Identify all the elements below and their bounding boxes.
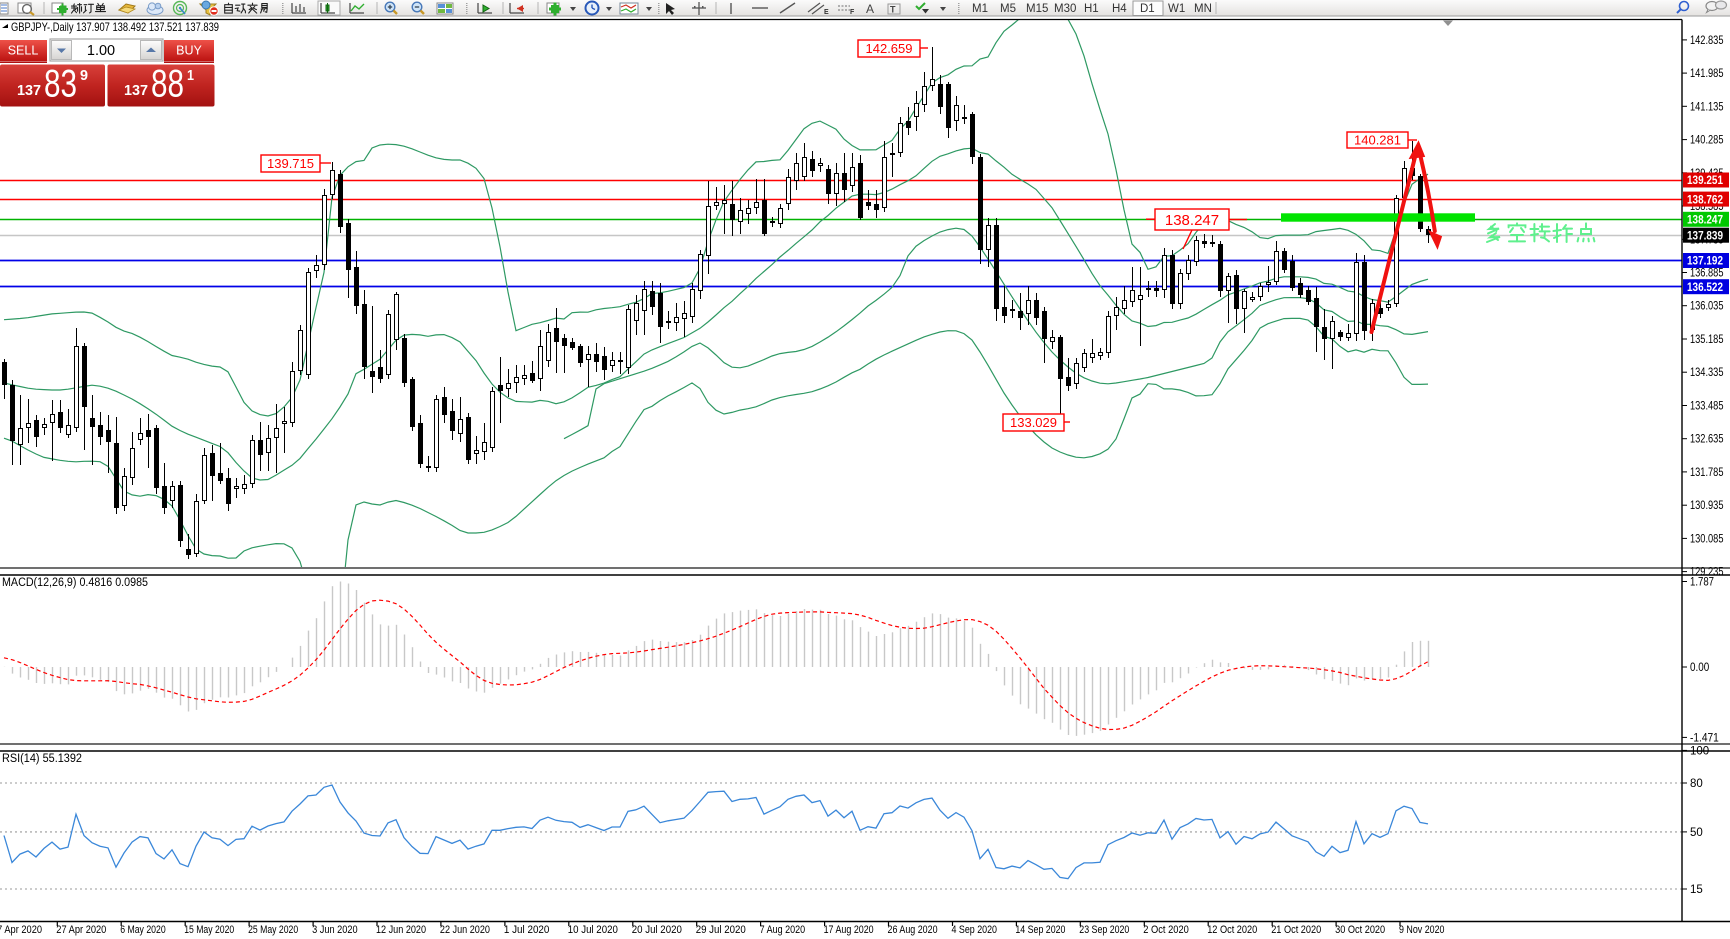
svg-text:132.635: 132.635 xyxy=(1690,434,1724,446)
svg-text:15 May 2020: 15 May 2020 xyxy=(184,924,234,936)
svg-text:M15: M15 xyxy=(1026,3,1048,15)
svg-text:E: E xyxy=(824,9,829,16)
svg-text:26 Aug 2020: 26 Aug 2020 xyxy=(888,924,938,936)
svg-text:H4: H4 xyxy=(1112,3,1127,15)
svg-text:1.787: 1.787 xyxy=(1690,577,1714,589)
svg-text:142.659: 142.659 xyxy=(866,41,913,56)
svg-text:133.485: 133.485 xyxy=(1690,401,1724,413)
svg-text:2 Oct 2020: 2 Oct 2020 xyxy=(1143,924,1189,936)
svg-text:137: 137 xyxy=(17,83,41,99)
svg-text:0.00: 0.00 xyxy=(1690,662,1709,674)
svg-text:17 Aug 2020: 17 Aug 2020 xyxy=(824,924,874,936)
svg-text:30 Oct 2020: 30 Oct 2020 xyxy=(1335,924,1385,936)
svg-text:27 Apr 2020: 27 Apr 2020 xyxy=(56,924,106,936)
svg-text:D1: D1 xyxy=(1140,3,1155,15)
svg-text:129.235: 129.235 xyxy=(1690,567,1724,579)
svg-text:134.335: 134.335 xyxy=(1690,367,1724,379)
svg-text:130.935: 130.935 xyxy=(1690,500,1724,512)
svg-text:100: 100 xyxy=(1690,745,1709,757)
svg-text:138.247: 138.247 xyxy=(1165,212,1219,229)
svg-text:137.192: 137.192 xyxy=(1687,256,1723,268)
svg-text:136.885: 136.885 xyxy=(1690,268,1724,280)
svg-text:10 Jul 2020: 10 Jul 2020 xyxy=(568,924,618,936)
svg-text:1.00: 1.00 xyxy=(87,43,115,59)
svg-text:83: 83 xyxy=(44,63,77,106)
svg-text:MACD(12,26,9) 0.4816 0.0985: MACD(12,26,9) 0.4816 0.0985 xyxy=(2,577,148,589)
svg-text:F: F xyxy=(850,9,855,16)
svg-text:RSI(14) 55.1392: RSI(14) 55.1392 xyxy=(2,753,82,765)
svg-text:M5: M5 xyxy=(1000,3,1016,15)
svg-text:9 Nov 2020: 9 Nov 2020 xyxy=(1399,924,1445,936)
svg-text:25 May 2020: 25 May 2020 xyxy=(248,924,298,936)
svg-text:3 Jun 2020: 3 Jun 2020 xyxy=(312,924,358,936)
svg-text:6 May 2020: 6 May 2020 xyxy=(120,924,166,936)
svg-text:131.785: 131.785 xyxy=(1690,467,1724,479)
svg-text:136.522: 136.522 xyxy=(1687,282,1723,294)
svg-text:141.985: 141.985 xyxy=(1690,68,1724,80)
svg-text:142.835: 142.835 xyxy=(1690,35,1724,47)
svg-text:7 Aug 2020: 7 Aug 2020 xyxy=(760,924,806,936)
svg-text:136.035: 136.035 xyxy=(1690,301,1724,313)
svg-text:80: 80 xyxy=(1690,778,1703,790)
svg-text:88: 88 xyxy=(151,63,184,106)
svg-text:138.247: 138.247 xyxy=(1687,215,1723,227)
svg-text:140.285: 140.285 xyxy=(1690,135,1724,147)
svg-text:W1: W1 xyxy=(1168,3,1185,15)
svg-text:139.715: 139.715 xyxy=(267,156,314,171)
svg-text:22 Jun 2020: 22 Jun 2020 xyxy=(440,924,490,936)
svg-text:139.251: 139.251 xyxy=(1687,175,1724,187)
svg-text:T: T xyxy=(890,5,896,15)
svg-text:130.085: 130.085 xyxy=(1690,533,1724,545)
svg-text:A: A xyxy=(866,2,874,16)
svg-text:12 Jun 2020: 12 Jun 2020 xyxy=(376,924,426,936)
svg-text:1: 1 xyxy=(187,67,194,84)
svg-text:135.185: 135.185 xyxy=(1690,334,1724,346)
svg-text:9: 9 xyxy=(80,67,88,84)
svg-text:12 Oct 2020: 12 Oct 2020 xyxy=(1207,924,1257,936)
svg-text:137: 137 xyxy=(124,83,148,99)
svg-text:4 Sep 2020: 4 Sep 2020 xyxy=(952,924,998,936)
svg-text:BUY: BUY xyxy=(176,44,202,58)
svg-text:M30: M30 xyxy=(1054,3,1076,15)
svg-text:M1: M1 xyxy=(972,3,988,15)
svg-text:20 Jul 2020: 20 Jul 2020 xyxy=(632,924,682,936)
svg-text:GBPJPY-,Daily 137.907 138.492: GBPJPY-,Daily 137.907 138.492 137.521 13… xyxy=(11,20,219,34)
svg-text:21 Oct 2020: 21 Oct 2020 xyxy=(1271,924,1321,936)
svg-text:SELL: SELL xyxy=(8,44,39,58)
svg-text:50: 50 xyxy=(1690,827,1703,839)
svg-text:15: 15 xyxy=(1690,884,1703,896)
svg-text:29 Jul 2020: 29 Jul 2020 xyxy=(696,924,746,936)
svg-text:H1: H1 xyxy=(1084,3,1099,15)
svg-text:140.281: 140.281 xyxy=(1354,133,1401,148)
svg-text:1 Jul 2020: 1 Jul 2020 xyxy=(504,924,550,936)
svg-text:137.839: 137.839 xyxy=(1687,230,1723,242)
svg-text:14 Sep 2020: 14 Sep 2020 xyxy=(1015,924,1065,936)
svg-text:MN: MN xyxy=(1194,3,1212,15)
svg-text:23 Sep 2020: 23 Sep 2020 xyxy=(1079,924,1129,936)
svg-text:141.135: 141.135 xyxy=(1690,101,1724,113)
svg-text:17 Apr 2020: 17 Apr 2020 xyxy=(0,924,42,936)
svg-text:-1.471: -1.471 xyxy=(1690,732,1719,744)
svg-text:133.029: 133.029 xyxy=(1010,415,1057,430)
svg-text:138.762: 138.762 xyxy=(1687,194,1723,206)
